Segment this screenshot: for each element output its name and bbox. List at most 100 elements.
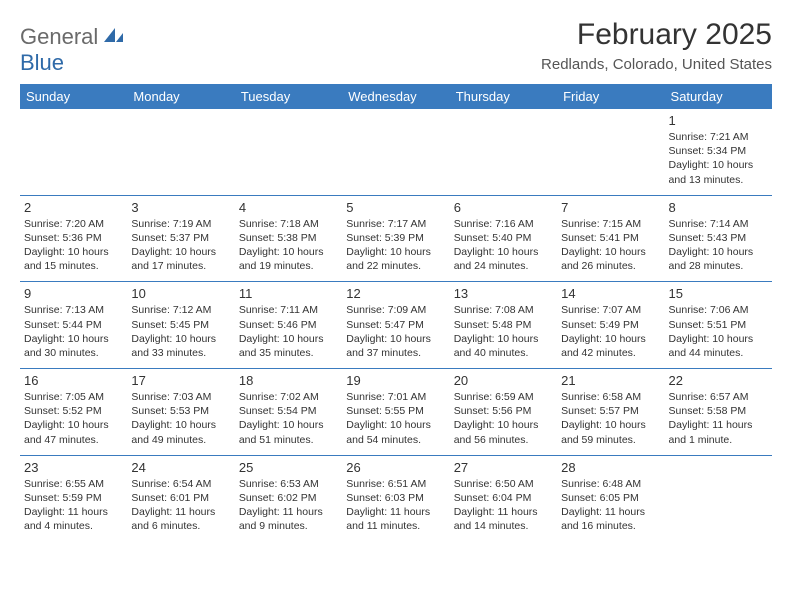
day-info: Sunrise: 6:58 AMSunset: 5:57 PMDaylight:… xyxy=(561,390,660,447)
calendar-day: 23Sunrise: 6:55 AMSunset: 5:59 PMDayligh… xyxy=(20,455,127,541)
day-number: 17 xyxy=(131,373,230,388)
calendar-empty xyxy=(665,455,772,541)
day-number: 21 xyxy=(561,373,660,388)
calendar-day: 4Sunrise: 7:18 AMSunset: 5:38 PMDaylight… xyxy=(235,195,342,282)
daylight-text-1: Daylight: 11 hours xyxy=(239,505,338,519)
sunrise-text: Sunrise: 7:21 AM xyxy=(669,130,768,144)
daylight-text-2: and 16 minutes. xyxy=(561,519,660,533)
day-number: 27 xyxy=(454,460,553,475)
sunrise-text: Sunrise: 7:18 AM xyxy=(239,217,338,231)
day-number: 22 xyxy=(669,373,768,388)
calendar-empty xyxy=(557,109,664,195)
daylight-text-2: and 54 minutes. xyxy=(346,433,445,447)
daylight-text-1: Daylight: 10 hours xyxy=(561,418,660,432)
logo-text-blue: Blue xyxy=(20,50,64,75)
sunset-text: Sunset: 5:34 PM xyxy=(669,144,768,158)
sunset-text: Sunset: 5:59 PM xyxy=(24,491,123,505)
daylight-text-2: and 4 minutes. xyxy=(24,519,123,533)
day-info: Sunrise: 7:08 AMSunset: 5:48 PMDaylight:… xyxy=(454,303,553,360)
day-number: 15 xyxy=(669,286,768,301)
sunrise-text: Sunrise: 7:02 AM xyxy=(239,390,338,404)
day-info: Sunrise: 7:19 AMSunset: 5:37 PMDaylight:… xyxy=(131,217,230,274)
day-number: 10 xyxy=(131,286,230,301)
daylight-text-2: and 40 minutes. xyxy=(454,346,553,360)
day-number: 13 xyxy=(454,286,553,301)
sunset-text: Sunset: 6:05 PM xyxy=(561,491,660,505)
calendar-week: 9Sunrise: 7:13 AMSunset: 5:44 PMDaylight… xyxy=(20,282,772,369)
sunrise-text: Sunrise: 7:15 AM xyxy=(561,217,660,231)
day-info: Sunrise: 7:11 AMSunset: 5:46 PMDaylight:… xyxy=(239,303,338,360)
logo-sail-icon xyxy=(103,26,125,44)
calendar-day: 18Sunrise: 7:02 AMSunset: 5:54 PMDayligh… xyxy=(235,369,342,456)
sunset-text: Sunset: 5:55 PM xyxy=(346,404,445,418)
sunrise-text: Sunrise: 7:20 AM xyxy=(24,217,123,231)
day-info: Sunrise: 7:17 AMSunset: 5:39 PMDaylight:… xyxy=(346,217,445,274)
day-number: 3 xyxy=(131,200,230,215)
daylight-text-2: and 24 minutes. xyxy=(454,259,553,273)
day-number: 23 xyxy=(24,460,123,475)
sunset-text: Sunset: 5:51 PM xyxy=(669,318,768,332)
daylight-text-2: and 13 minutes. xyxy=(669,173,768,187)
sunrise-text: Sunrise: 6:51 AM xyxy=(346,477,445,491)
sunset-text: Sunset: 5:58 PM xyxy=(669,404,768,418)
day-header: Saturday xyxy=(665,84,772,109)
sunrise-text: Sunrise: 7:19 AM xyxy=(131,217,230,231)
calendar-day: 3 Sunrise: 7:19 AMSunset: 5:37 PMDaylight… xyxy=(127,195,234,282)
calendar-day: 9Sunrise: 7:13 AMSunset: 5:44 PMDaylight… xyxy=(20,282,127,369)
calendar-body: 1Sunrise: 7:21 AMSunset: 5:34 PMDaylight… xyxy=(20,109,772,541)
day-info: Sunrise: 7:03 AMSunset: 5:53 PMDaylight:… xyxy=(131,390,230,447)
daylight-text-1: Daylight: 10 hours xyxy=(454,245,553,259)
daylight-text-2: and 51 minutes. xyxy=(239,433,338,447)
daylight-text-2: and 6 minutes. xyxy=(131,519,230,533)
day-info: Sunrise: 7:07 AMSunset: 5:49 PMDaylight:… xyxy=(561,303,660,360)
day-number: 5 xyxy=(346,200,445,215)
sunrise-text: Sunrise: 6:58 AM xyxy=(561,390,660,404)
day-info: Sunrise: 7:02 AMSunset: 5:54 PMDaylight:… xyxy=(239,390,338,447)
day-info: Sunrise: 6:59 AMSunset: 5:56 PMDaylight:… xyxy=(454,390,553,447)
day-number: 25 xyxy=(239,460,338,475)
calendar-week: 16Sunrise: 7:05 AMSunset: 5:52 PMDayligh… xyxy=(20,369,772,456)
sunset-text: Sunset: 5:41 PM xyxy=(561,231,660,245)
day-number: 9 xyxy=(24,286,123,301)
calendar-day: 28Sunrise: 6:48 AMSunset: 6:05 PMDayligh… xyxy=(557,455,664,541)
daylight-text-2: and 11 minutes. xyxy=(346,519,445,533)
daylight-text-1: Daylight: 11 hours xyxy=(24,505,123,519)
calendar-empty xyxy=(450,109,557,195)
daylight-text-1: Daylight: 11 hours xyxy=(561,505,660,519)
calendar-day: 16Sunrise: 7:05 AMSunset: 5:52 PMDayligh… xyxy=(20,369,127,456)
calendar-day: 25Sunrise: 6:53 AMSunset: 6:02 PMDayligh… xyxy=(235,455,342,541)
day-number: 26 xyxy=(346,460,445,475)
sunrise-text: Sunrise: 7:08 AM xyxy=(454,303,553,317)
daylight-text-2: and 9 minutes. xyxy=(239,519,338,533)
day-number: 4 xyxy=(239,200,338,215)
calendar-day: 1Sunrise: 7:21 AMSunset: 5:34 PMDaylight… xyxy=(665,109,772,195)
day-number: 14 xyxy=(561,286,660,301)
sunset-text: Sunset: 6:03 PM xyxy=(346,491,445,505)
calendar-empty xyxy=(235,109,342,195)
daylight-text-2: and 49 minutes. xyxy=(131,433,230,447)
daylight-text-1: Daylight: 11 hours xyxy=(346,505,445,519)
day-header: Friday xyxy=(557,84,664,109)
daylight-text-1: Daylight: 10 hours xyxy=(561,332,660,346)
calendar-day: 15Sunrise: 7:06 AMSunset: 5:51 PMDayligh… xyxy=(665,282,772,369)
logo-text-general: General xyxy=(20,24,98,49)
sunset-text: Sunset: 5:56 PM xyxy=(454,404,553,418)
day-header: Monday xyxy=(127,84,234,109)
sunset-text: Sunset: 5:52 PM xyxy=(24,404,123,418)
sunset-text: Sunset: 6:01 PM xyxy=(131,491,230,505)
daylight-text-1: Daylight: 11 hours xyxy=(669,418,768,432)
sunset-text: Sunset: 5:39 PM xyxy=(346,231,445,245)
day-info: Sunrise: 6:50 AMSunset: 6:04 PMDaylight:… xyxy=(454,477,553,534)
day-info: Sunrise: 6:51 AMSunset: 6:03 PMDaylight:… xyxy=(346,477,445,534)
calendar-head: SundayMondayTuesdayWednesdayThursdayFrid… xyxy=(20,84,772,109)
calendar-day: 11Sunrise: 7:11 AMSunset: 5:46 PMDayligh… xyxy=(235,282,342,369)
sunset-text: Sunset: 5:46 PM xyxy=(239,318,338,332)
daylight-text-1: Daylight: 11 hours xyxy=(454,505,553,519)
daylight-text-2: and 30 minutes. xyxy=(24,346,123,360)
day-number: 24 xyxy=(131,460,230,475)
daylight-text-2: and 15 minutes. xyxy=(24,259,123,273)
calendar-day: 8Sunrise: 7:14 AMSunset: 5:43 PMDaylight… xyxy=(665,195,772,282)
calendar-day: 12Sunrise: 7:09 AMSunset: 5:47 PMDayligh… xyxy=(342,282,449,369)
day-info: Sunrise: 7:14 AMSunset: 5:43 PMDaylight:… xyxy=(669,217,768,274)
calendar-day: 17 Sunrise: 7:03 AMSunset: 5:53 PMDayligh… xyxy=(127,369,234,456)
